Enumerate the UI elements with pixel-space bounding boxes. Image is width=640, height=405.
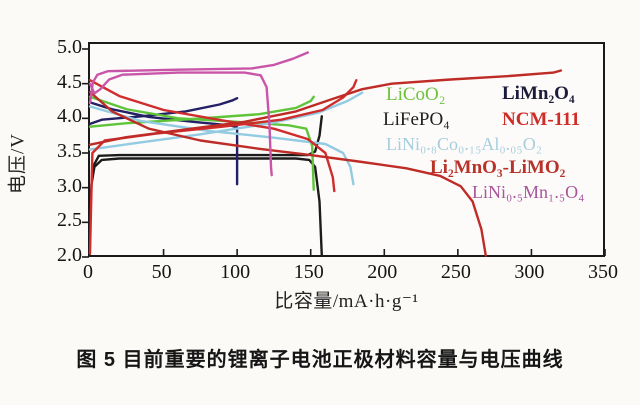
curve-nca-charge: [88, 91, 364, 151]
curve-lifepo4-discharge: [88, 157, 324, 257]
x-axis-title: 比容量/mA·h·g⁻¹: [274, 291, 419, 312]
curves-svg: [82, 48, 606, 258]
y-tick-label: 3.0: [57, 174, 82, 197]
curve-nca-discharge: [88, 105, 355, 186]
x-tick-label: 100: [220, 261, 251, 283]
figure-caption: 图 5 目前重要的锂离子电池正极材料容量与电压曲线: [76, 349, 564, 371]
series-label-lifepo4: LiFePO₄: [383, 109, 450, 130]
x-tick-label: 300: [514, 261, 545, 283]
curve-ncm111-discharge: [88, 79, 336, 193]
series-label-lirich: Li₂MnO₃-LiMO₂: [430, 157, 566, 178]
series-label-lnmo: LiNi₀.₅Mn₁.₅O₄: [472, 182, 585, 202]
x-tick-label: 350: [588, 261, 618, 283]
series-label-nca: LiNi₀.₈Co₀.₁₅Al₀.₀₅O₂: [386, 134, 542, 154]
curve-lnmo-charge: [88, 51, 310, 105]
curve-lirich-discharge: [88, 90, 487, 257]
curve-licoo2-charge: [88, 95, 315, 128]
curve-ncm111-charge: [88, 79, 358, 255]
y-tick-label: 5.0: [57, 36, 82, 58]
series-label-ncm111: NCM-111: [502, 109, 581, 130]
y-tick-label: 2.0: [57, 244, 82, 266]
series-label-limn2o4: LiMn₂O₄: [502, 83, 575, 104]
curve-lnmo-discharge: [88, 71, 273, 177]
x-tick-label: 50: [151, 261, 172, 283]
x-tick-label: 250: [440, 261, 471, 283]
curve-limn2o4-discharge: [88, 101, 239, 186]
series-label-licoo2: LiCoO₂: [386, 84, 446, 105]
x-tick-label: 150: [293, 261, 324, 283]
y-axis-title: 电压/V: [7, 133, 29, 195]
curve-lirich-charge: [88, 69, 563, 146]
y-tick-label: 4.5: [57, 70, 82, 93]
y-tick-label: 3.5: [57, 140, 82, 162]
y-tick-label: 4.0: [57, 105, 82, 128]
x-tick-label: 0: [83, 261, 93, 283]
y-tick-label: 2.5: [57, 209, 82, 232]
plot-box: LiCoO₂ LiMn₂O₄ LiFePO₄ NCM-111 LiNi₀.₈Co₀.₁₅…: [82, 42, 606, 258]
curve-limn2o4-charge: [88, 97, 239, 126]
x-tick-label: 200: [367, 261, 398, 283]
